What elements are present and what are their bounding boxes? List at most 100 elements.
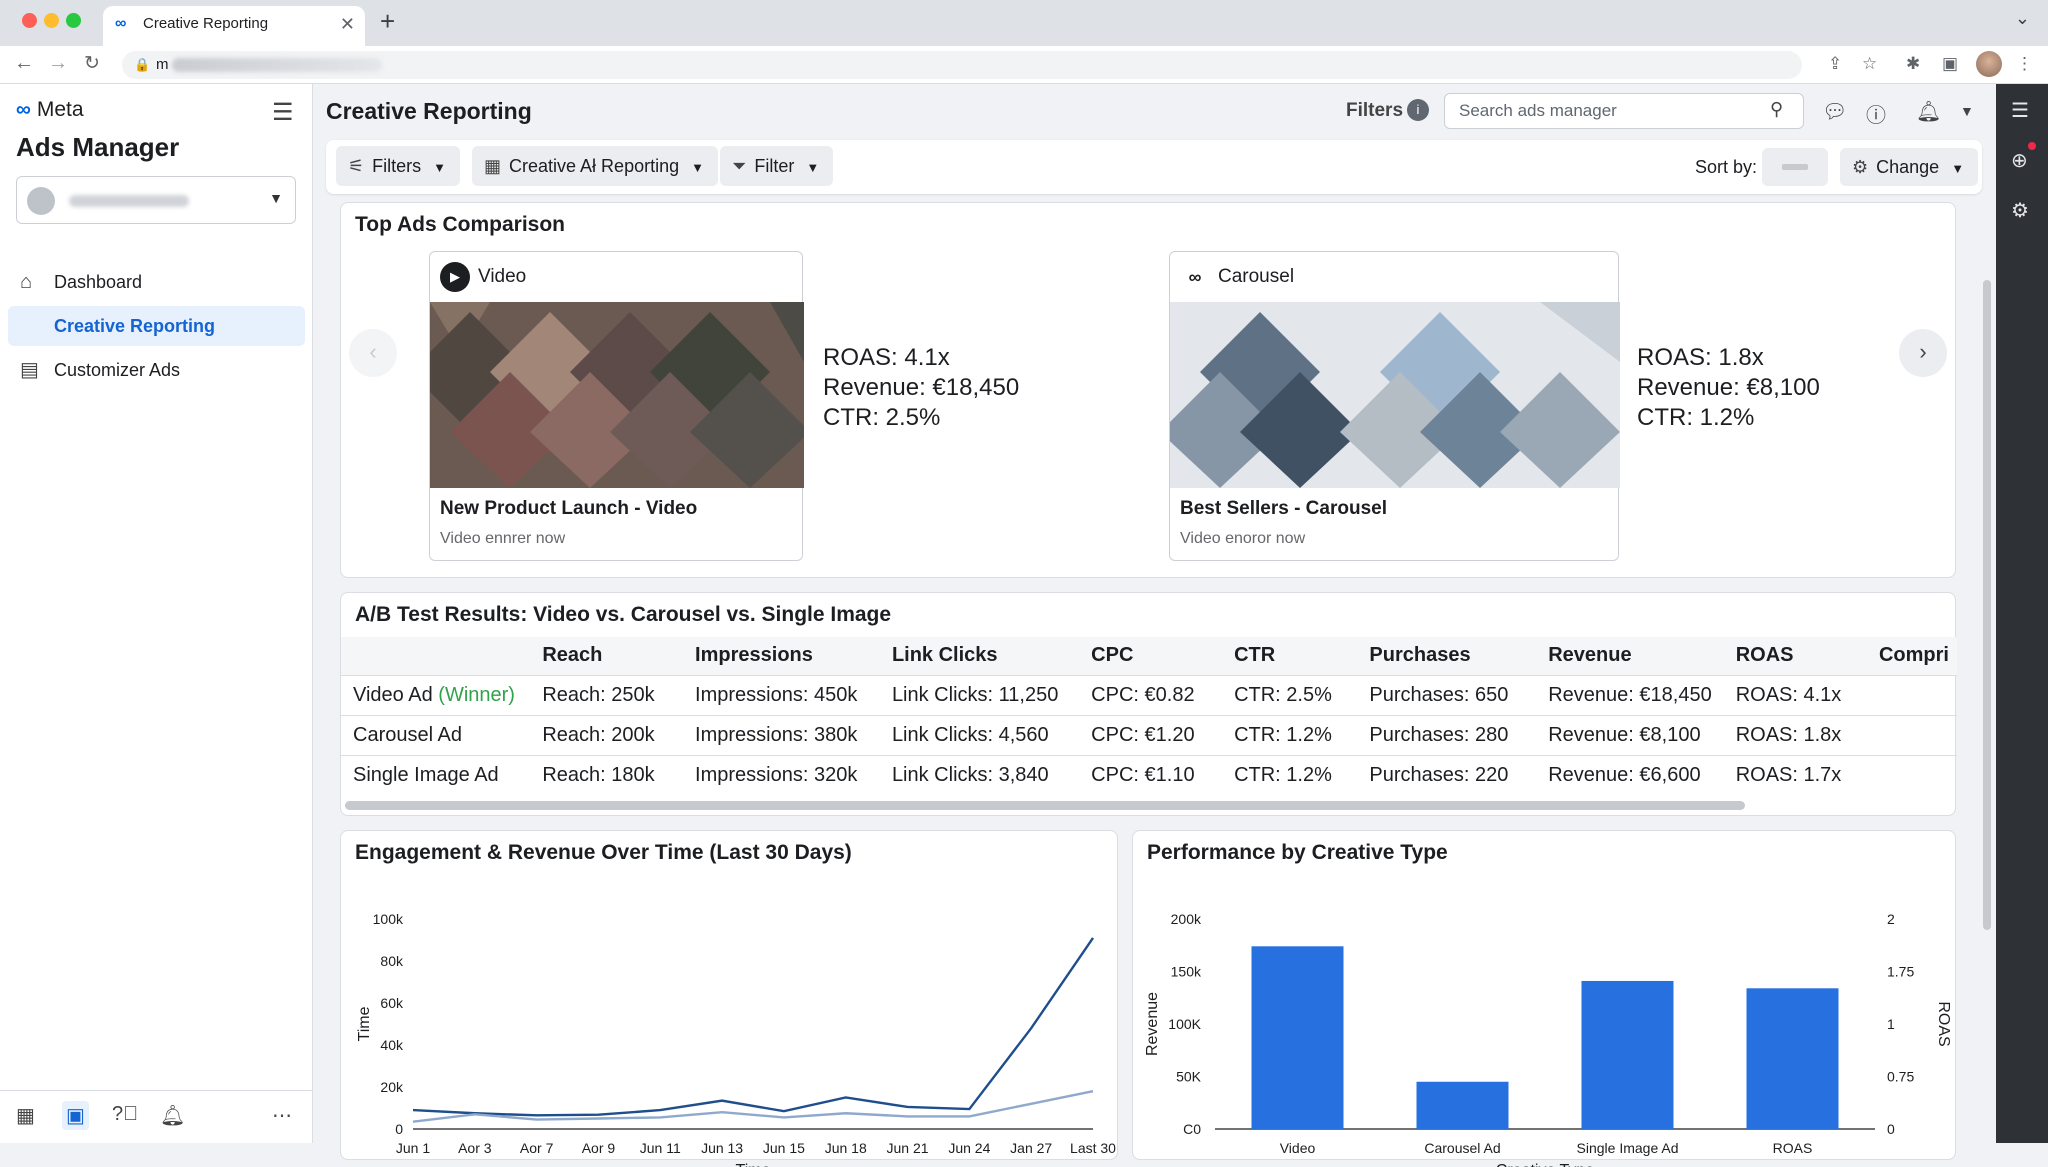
close-tab-icon[interactable]: ✕	[339, 14, 355, 34]
search-icon[interactable]: ⚲	[1770, 99, 1784, 119]
url-redacted	[172, 58, 382, 72]
messages-icon[interactable]: 💬︎	[1822, 101, 1848, 123]
address-bar[interactable]: 🔒 m	[122, 51, 1802, 79]
sort-by-label: Sort by:	[1695, 157, 1758, 177]
product-title: Ads Manager	[16, 132, 180, 162]
profile-avatar[interactable]	[1976, 51, 2002, 77]
series-line-2	[412, 1090, 1094, 1123]
notification-badge	[2028, 142, 2036, 150]
shortcuts-icon[interactable]: ⊕	[2011, 150, 2028, 172]
filter-button-label: Filter	[754, 156, 795, 176]
x-tick-label: Jun 21	[887, 1140, 929, 1156]
reload-icon[interactable]: ↻	[84, 53, 100, 74]
filters-button[interactable]: ⚟ Filters ▼	[336, 146, 461, 186]
maximize-window-button[interactable]	[66, 13, 81, 28]
meta-logo-icon: ∞	[16, 98, 31, 121]
sidebar-item-creative-reporting[interactable]: Creative Reporting	[8, 306, 305, 346]
ad-card-carousel[interactable]: ∞ Carousel Best Sellers - Carousel Video…	[1169, 251, 1620, 561]
table-cell: Link Clicks: 4,560	[879, 714, 1080, 755]
column-header[interactable]: ROAS	[1723, 637, 1867, 675]
sidebar-item-customizer-ads[interactable]: ▤ Customizer Ads	[8, 350, 305, 390]
table-horizontal-scrollbar[interactable]	[345, 801, 1745, 810]
column-header[interactable]: CPC	[1079, 637, 1223, 675]
header-dropdown-icon[interactable]: ▼	[1960, 103, 1974, 119]
column-header[interactable]: Impressions	[683, 637, 880, 675]
ad-name: New Product Launch - Video	[440, 498, 698, 519]
back-icon[interactable]: ←	[14, 52, 34, 74]
table-cell: Reach: 180k	[530, 754, 684, 795]
column-header[interactable]: Reach	[530, 637, 684, 675]
report-selector-button[interactable]: ▦ Creative Ał Reporting ▼	[472, 146, 718, 186]
column-header[interactable]: Revenue	[1536, 637, 1724, 675]
help-circle-icon[interactable]: ⓘ	[1866, 105, 1886, 127]
column-header[interactable]: Link Clicks	[879, 637, 1080, 675]
table-cell: CPC: €1.10	[1079, 754, 1223, 795]
bookmark-star-icon[interactable]: ☆	[1862, 54, 1878, 73]
filter-button[interactable]: ⏷ Filter ▼	[720, 146, 834, 186]
table-row[interactable]: Carousel Ad Reach: 200k Impressions: 380…	[341, 714, 1957, 755]
info-icon[interactable]: i	[1407, 99, 1429, 121]
column-header[interactable]: Purchases	[1357, 637, 1537, 675]
notifications-bell-icon[interactable]: 🔔︎	[1916, 101, 1942, 123]
reports-icon[interactable]: ▦	[16, 1105, 35, 1127]
sidebar-item-dashboard[interactable]: ⌂ Dashboard	[8, 262, 305, 302]
y2-tick-label: 1.75	[1887, 964, 1914, 980]
tab-list-chevron-icon[interactable]: ⌄	[2014, 8, 2030, 28]
home-icon: ⌂	[20, 271, 33, 293]
collapse-menu-icon[interactable]: ☰	[272, 99, 294, 126]
x-tick-label: Jun 15	[763, 1140, 805, 1156]
browser-tab[interactable]: ∞ Creative Reporting ✕	[103, 6, 365, 46]
sidebar-item-label: Creative Reporting	[54, 316, 216, 336]
account-selector[interactable]: ▼	[16, 176, 296, 224]
row-name: Carousel Ad	[353, 723, 462, 746]
y-tick-label: 80k	[380, 953, 404, 969]
forward-icon[interactable]: →	[48, 52, 68, 74]
table-cell: Impressions: 380k	[683, 714, 880, 755]
table-cell	[1866, 754, 1957, 795]
column-header[interactable]: Compri	[1866, 637, 1957, 675]
settings-gear-icon[interactable]: ⚙	[2011, 200, 2029, 222]
column-header[interactable]: CTR	[1222, 637, 1358, 675]
table-cell: Purchases: 220	[1357, 754, 1537, 795]
chart-title: Performance by Creative Type	[1147, 841, 1448, 864]
close-window-button[interactable]	[22, 13, 37, 28]
y-tick-label: C0	[1183, 1121, 1201, 1137]
table-cell: Impressions: 450k	[683, 674, 880, 715]
bar	[1581, 980, 1674, 1129]
carousel-next-button[interactable]: ›	[1899, 329, 1947, 377]
browser-menu-icon[interactable]: ⋮	[2016, 54, 2033, 73]
y-tick-label: 100K	[1168, 1016, 1201, 1032]
page-scrollbar-thumb[interactable]	[1983, 280, 1991, 930]
y-tick-label: 20k	[380, 1079, 404, 1095]
carousel-prev-button[interactable]: ‹	[349, 329, 397, 377]
table-row[interactable]: Video Ad (Winner) Reach: 250k Impression…	[341, 674, 1957, 715]
more-options-icon[interactable]: ⋯	[272, 1105, 292, 1127]
change-button[interactable]: ⚙ Change ▼	[1840, 148, 1979, 186]
share-icon[interactable]: ⇪	[1828, 54, 1843, 73]
notifications-bell-icon[interactable]: 🔔︎	[160, 1105, 186, 1127]
extensions-puzzle-icon[interactable]: ✱	[1906, 54, 1921, 73]
ad-ctr: CTR: 1.2%	[1637, 404, 1755, 431]
minimize-window-button[interactable]	[44, 13, 59, 28]
sort-selector[interactable]	[1762, 148, 1828, 186]
ads-manager-icon[interactable]: ▣	[62, 1101, 89, 1130]
help-icon[interactable]: ?⃝	[112, 1103, 139, 1125]
table-header-row: Reach Impressions Link Clicks CPC CTR Pu…	[341, 637, 1957, 675]
ad-card-video[interactable]: ▶ Video New Product Launch - Vi	[429, 251, 804, 561]
filters-label[interactable]: Filters	[1346, 100, 1404, 121]
table-cell: Reach: 200k	[530, 714, 684, 755]
table-row[interactable]: Single Image Ad Reach: 180k Impressions:…	[341, 754, 1957, 795]
ab-test-table: Reach Impressions Link Clicks CPC CTR Pu…	[341, 637, 1957, 795]
new-tab-button[interactable]: +	[380, 6, 396, 36]
side-panel-icon[interactable]: ▣	[1942, 54, 1959, 73]
menu-icon[interactable]: ☰	[2011, 100, 2029, 122]
chevron-down-icon: ▼	[1951, 161, 1965, 176]
play-icon: ▶	[440, 262, 470, 292]
y-tick-label: 40k	[380, 1037, 404, 1053]
ad-roas: ROAS: 1.8x	[1637, 344, 1764, 371]
chart-title: Engagement & Revenue Over Time (Last 30 …	[355, 841, 852, 864]
search-input[interactable]	[1444, 93, 1804, 129]
row-name: Video Ad	[353, 683, 433, 706]
table-cell: ROAS: 1.7x	[1723, 754, 1867, 795]
gear-icon: ⚙	[1852, 157, 1869, 177]
